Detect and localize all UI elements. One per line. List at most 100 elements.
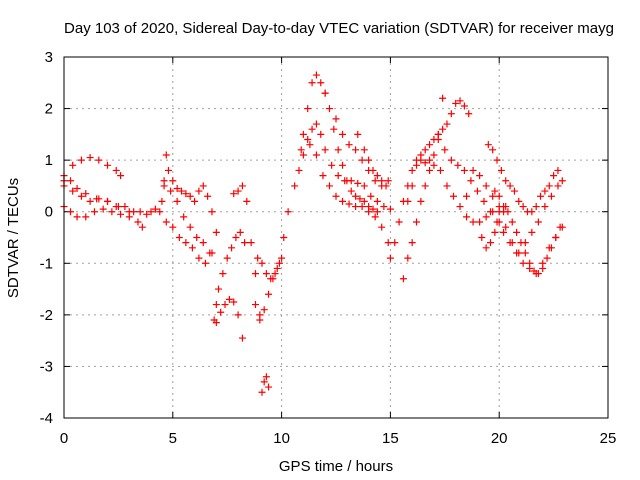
data-point	[365, 208, 373, 216]
y-tick-label: 2	[45, 101, 53, 118]
data-point	[195, 187, 203, 195]
data-point	[454, 161, 462, 169]
data-point	[238, 334, 246, 342]
data-point	[204, 192, 212, 200]
data-point	[112, 166, 120, 174]
data-point	[439, 94, 447, 102]
x-axis-ticks: 0 5 10 15 20 25	[60, 57, 616, 447]
data-point	[547, 192, 555, 200]
data-point	[550, 172, 558, 180]
data-point	[491, 187, 499, 195]
data-point	[260, 306, 268, 314]
data-point	[430, 151, 438, 159]
series-arc20	[399, 94, 447, 283]
data-point	[371, 177, 379, 185]
data-point	[421, 159, 429, 167]
data-point	[417, 156, 425, 164]
data-point	[554, 182, 562, 190]
data-point	[230, 190, 238, 198]
data-point	[247, 239, 255, 247]
data-point	[330, 125, 338, 133]
data-point	[367, 192, 375, 200]
data-point	[258, 259, 266, 267]
data-point	[219, 270, 227, 278]
data-point	[95, 195, 103, 203]
data-point	[265, 290, 273, 298]
data-point	[473, 187, 481, 195]
data-point	[513, 228, 521, 236]
data-point	[360, 146, 368, 154]
data-point	[484, 141, 492, 149]
data-point	[143, 210, 151, 218]
data-point	[352, 203, 360, 211]
data-point	[312, 120, 320, 128]
data-point	[426, 156, 434, 164]
data-point	[67, 208, 75, 216]
data-point	[138, 223, 146, 231]
data-point	[271, 270, 279, 278]
data-point	[232, 234, 240, 241]
series-arc5	[158, 151, 216, 216]
data-point	[201, 259, 209, 267]
data-point	[443, 120, 451, 128]
data-point	[325, 105, 333, 113]
data-point	[380, 203, 388, 211]
series-arc24	[484, 141, 566, 216]
data-point	[262, 270, 270, 278]
data-point	[554, 166, 562, 174]
data-point	[543, 254, 551, 262]
data-point	[297, 146, 305, 154]
data-point	[339, 130, 347, 138]
data-point	[267, 275, 275, 283]
data-point	[476, 172, 484, 180]
data-point	[482, 244, 490, 252]
data-point	[125, 213, 133, 221]
data-point	[321, 89, 329, 97]
series-arc23	[463, 166, 562, 257]
series-arc7	[160, 182, 214, 257]
data-point	[356, 195, 364, 203]
data-point	[304, 105, 312, 113]
data-point	[308, 125, 316, 133]
data-point	[341, 177, 349, 185]
data-point	[528, 228, 536, 236]
data-point	[82, 190, 90, 198]
data-point	[369, 166, 377, 174]
data-point	[212, 228, 220, 236]
data-point	[434, 136, 442, 144]
data-point	[491, 228, 499, 236]
data-point	[463, 192, 471, 200]
x-tick-label: 10	[273, 430, 290, 447]
series-arc4	[60, 182, 146, 231]
data-point	[345, 141, 353, 149]
data-point	[265, 383, 273, 391]
data-point	[463, 213, 471, 221]
data-point	[325, 182, 333, 190]
x-axis-label: GPS time / hours	[279, 458, 393, 475]
data-point	[186, 192, 194, 200]
data-point	[312, 151, 320, 159]
data-point	[378, 177, 386, 185]
data-point	[308, 79, 316, 87]
data-point	[206, 249, 214, 257]
data-point	[156, 208, 164, 216]
y-tick-label: 0	[45, 204, 53, 221]
data-point	[508, 218, 516, 226]
data-point	[495, 192, 503, 200]
data-point	[469, 166, 477, 174]
x-tick-label: 0	[60, 430, 68, 447]
data-point	[558, 177, 566, 185]
data-point	[345, 200, 353, 208]
data-point	[160, 182, 168, 190]
data-point	[547, 244, 555, 252]
data-point	[221, 301, 229, 309]
y-tick-label: 1	[45, 152, 53, 169]
data-point	[399, 275, 407, 283]
data-point	[500, 228, 508, 236]
data-point	[90, 208, 98, 216]
plot-frame	[63, 56, 609, 419]
data-point	[360, 182, 368, 190]
data-point	[443, 182, 451, 190]
data-point	[175, 234, 183, 241]
data-point	[186, 223, 194, 231]
